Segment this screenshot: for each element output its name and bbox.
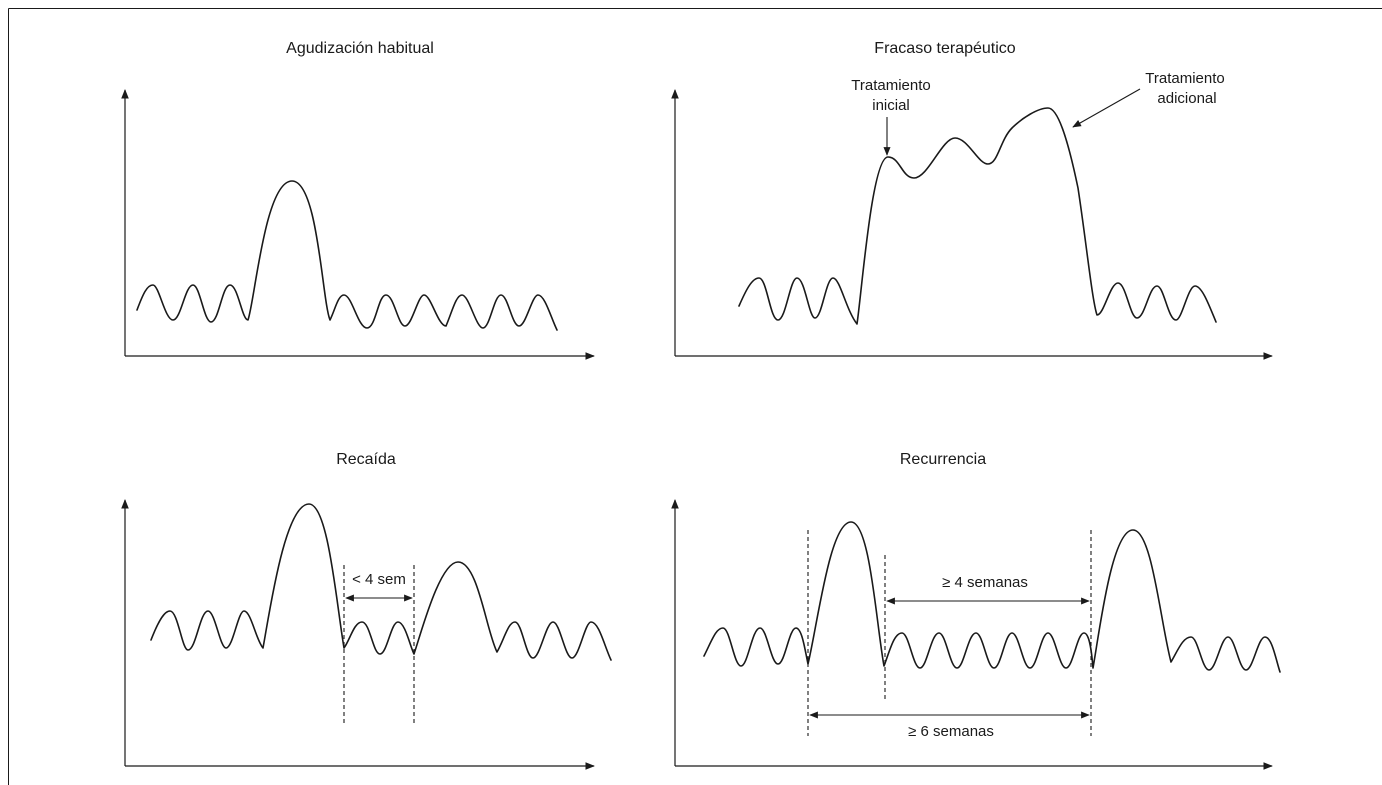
symptom-curve — [136, 180, 558, 331]
panel-title-top-left: Agudización habitual — [286, 40, 434, 57]
annotation-initial-line2: inicial — [872, 97, 910, 114]
panel-top-left: Agudización habitual — [121, 40, 595, 360]
annotation-additional-line1: Tratamiento — [1145, 70, 1224, 87]
panel-top-right: Fracaso terapéutico Tratamiento inicial … — [671, 40, 1273, 360]
annotation-initial-line1: Tratamiento — [851, 77, 930, 94]
panel-bottom-left: Recaída < 4 sem — [121, 451, 612, 770]
annotation-additional-arrow — [1072, 88, 1141, 128]
panel-title-top-right: Fracaso terapéutico — [874, 40, 1016, 57]
interval-top-label: ≥ 4 semanas — [942, 574, 1028, 591]
symptom-curve — [703, 521, 1281, 673]
interval-bottom-label: ≥ 6 semanas — [908, 723, 994, 740]
panel-title-bottom-right: Recurrencia — [900, 451, 986, 468]
symptom-curve — [738, 107, 1217, 325]
outer-frame — [8, 8, 1382, 785]
panel-title-bottom-left: Recaída — [336, 451, 396, 468]
annotation-additional-line2: adicional — [1157, 90, 1216, 107]
symptom-curve — [150, 503, 612, 661]
panel-bottom-right: Recurrencia ≥ 4 semanas ≥ 6 semanas — [671, 451, 1281, 770]
interval-label: < 4 sem — [352, 571, 406, 588]
